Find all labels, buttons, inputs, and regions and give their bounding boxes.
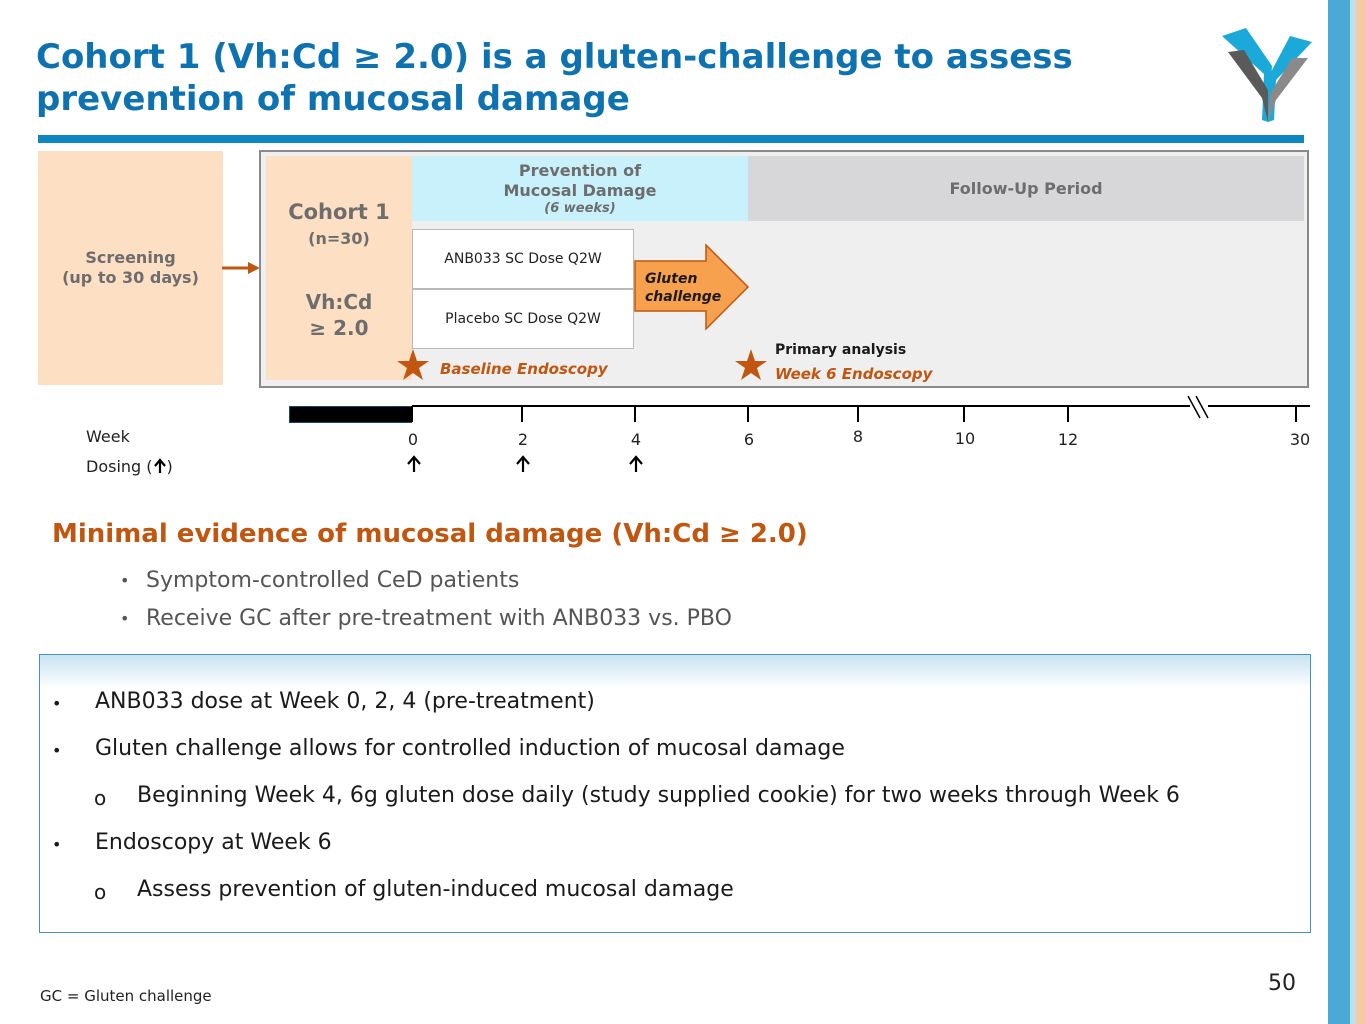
tick-label-4: 4 — [630, 430, 642, 449]
dosing-arrow-week-4-icon — [629, 455, 643, 472]
chevron-v-logo-icon — [1222, 28, 1312, 122]
screening-line-2: (up to 30 days) — [62, 268, 199, 287]
info-item-3: Beginning Week 4, 6g gluten dose daily (… — [137, 783, 1180, 808]
dosing-row-label-end: ) — [166, 457, 173, 476]
list-item: Symptom-controlled CeD patients — [120, 562, 732, 600]
info-bullet-1: • — [52, 694, 62, 713]
tick-mark-2 — [521, 406, 523, 422]
info-sub-bullet-2: o — [94, 880, 107, 904]
info-box — [39, 654, 1311, 933]
list-item: Receive GC after pre-treatment with ANB0… — [120, 600, 732, 638]
page-title-line-1: Cohort 1 (Vh:Cd ≥ 2.0) is a gluten-chall… — [36, 37, 1073, 77]
prevention-line-2: Mucosal Damage — [503, 180, 657, 200]
cohort-ratio-line-2: ≥ 2.0 — [309, 316, 369, 340]
tick-mark-12 — [1067, 406, 1069, 422]
follow-up-period-header: Follow-Up Period — [748, 156, 1304, 221]
info-bullet-2: • — [52, 741, 62, 760]
tick-label-0: 0 — [407, 430, 419, 449]
tick-mark-0 — [411, 406, 413, 422]
info-item-2: Gluten challenge allows for controlled i… — [95, 736, 845, 761]
gluten-challenge-line-2: challenge — [645, 289, 722, 305]
gluten-challenge-label: Gluten challenge — [645, 270, 735, 306]
arm-placebo-label: Placebo SC Dose Q2W — [445, 311, 601, 327]
tick-label-8: 8 — [852, 427, 864, 446]
tick-mark-8 — [857, 406, 859, 422]
info-item-4: Endoscopy at Week 6 — [95, 830, 332, 855]
dosing-arrow-week-2-icon — [516, 455, 530, 472]
dosing-arrow-week-0-icon — [407, 455, 421, 472]
section-bullet-list: Symptom-controlled CeD patients Receive … — [120, 562, 732, 638]
tick-label-6: 6 — [743, 430, 755, 449]
cohort-title: Cohort 1 — [288, 200, 390, 224]
dosing-row-label: Dosing () — [86, 457, 173, 476]
cohort-ratio: Vh:Cd ≥ 2.0 — [266, 289, 412, 341]
footnote: GC = Gluten challenge — [40, 987, 212, 1005]
week-row-label: Week — [86, 427, 130, 446]
tick-label-10: 10 — [954, 429, 976, 448]
right-stripe-peach — [1356, 0, 1365, 1024]
right-stripe-blue — [1328, 0, 1350, 1024]
info-bullet-3: • — [52, 835, 62, 854]
tick-label-2: 2 — [517, 430, 529, 449]
info-sub-bullet-1: o — [94, 786, 107, 810]
page-title: Cohort 1 (Vh:Cd ≥ 2.0) is a gluten-chall… — [36, 36, 1186, 120]
tick-mark-10 — [963, 406, 965, 422]
timeline-axis — [412, 405, 1310, 407]
baseline-star-icon — [397, 349, 429, 380]
title-divider — [38, 135, 1304, 143]
week6-endoscopy-label: Week 6 Endoscopy — [775, 365, 933, 383]
screening-block: Screening (up to 30 days) — [38, 151, 223, 385]
info-item-1: ANB033 dose at Week 0, 2, 4 (pre-treatme… — [95, 689, 595, 714]
screening-line-1: Screening — [85, 248, 176, 267]
prevention-duration: (6 weeks) — [544, 200, 616, 216]
gluten-challenge-line-1: Gluten — [645, 271, 698, 287]
prevention-line-1: Prevention of — [518, 160, 642, 180]
gluten-challenge-arrow-icon — [634, 243, 750, 331]
dosing-arrow-legend-icon — [153, 458, 166, 473]
arm-anb033-label: ANB033 SC Dose Q2W — [444, 251, 602, 267]
info-item-5: Assess prevention of gluten-induced muco… — [137, 877, 734, 902]
page-number: 50 — [1268, 971, 1296, 996]
baseline-endoscopy-label: Baseline Endoscopy — [440, 360, 608, 378]
tick-label-30: 30 — [1289, 430, 1311, 449]
page-title-line-2: prevention of mucosal damage — [36, 79, 630, 119]
axis-break-icon — [1187, 395, 1209, 419]
arm-anb033: ANB033 SC Dose Q2W — [412, 229, 634, 289]
screening-timeline-bar — [289, 406, 412, 423]
prevention-period-header: Prevention of Mucosal Damage (6 weeks) — [412, 156, 748, 221]
follow-up-label: Follow-Up Period — [949, 179, 1103, 198]
cohort-block: Cohort 1 (n=30) Vh:Cd ≥ 2.0 — [266, 156, 412, 380]
cohort-ratio-line-1: Vh:Cd — [305, 290, 373, 314]
dosing-row-label-text: Dosing ( — [86, 457, 153, 476]
primary-analysis-label: Primary analysis — [775, 342, 907, 358]
tick-mark-6 — [747, 406, 749, 422]
section-heading: Minimal evidence of mucosal damage (Vh:C… — [52, 519, 808, 549]
tick-mark-4 — [634, 406, 636, 422]
right-stripe-light — [1350, 0, 1356, 1024]
screening-arrow-icon — [222, 262, 260, 274]
tick-label-12: 12 — [1057, 430, 1079, 449]
arm-placebo: Placebo SC Dose Q2W — [412, 289, 634, 349]
cohort-n: (n=30) — [308, 229, 370, 248]
week6-star-icon — [735, 349, 767, 380]
tick-mark-30 — [1295, 406, 1297, 422]
